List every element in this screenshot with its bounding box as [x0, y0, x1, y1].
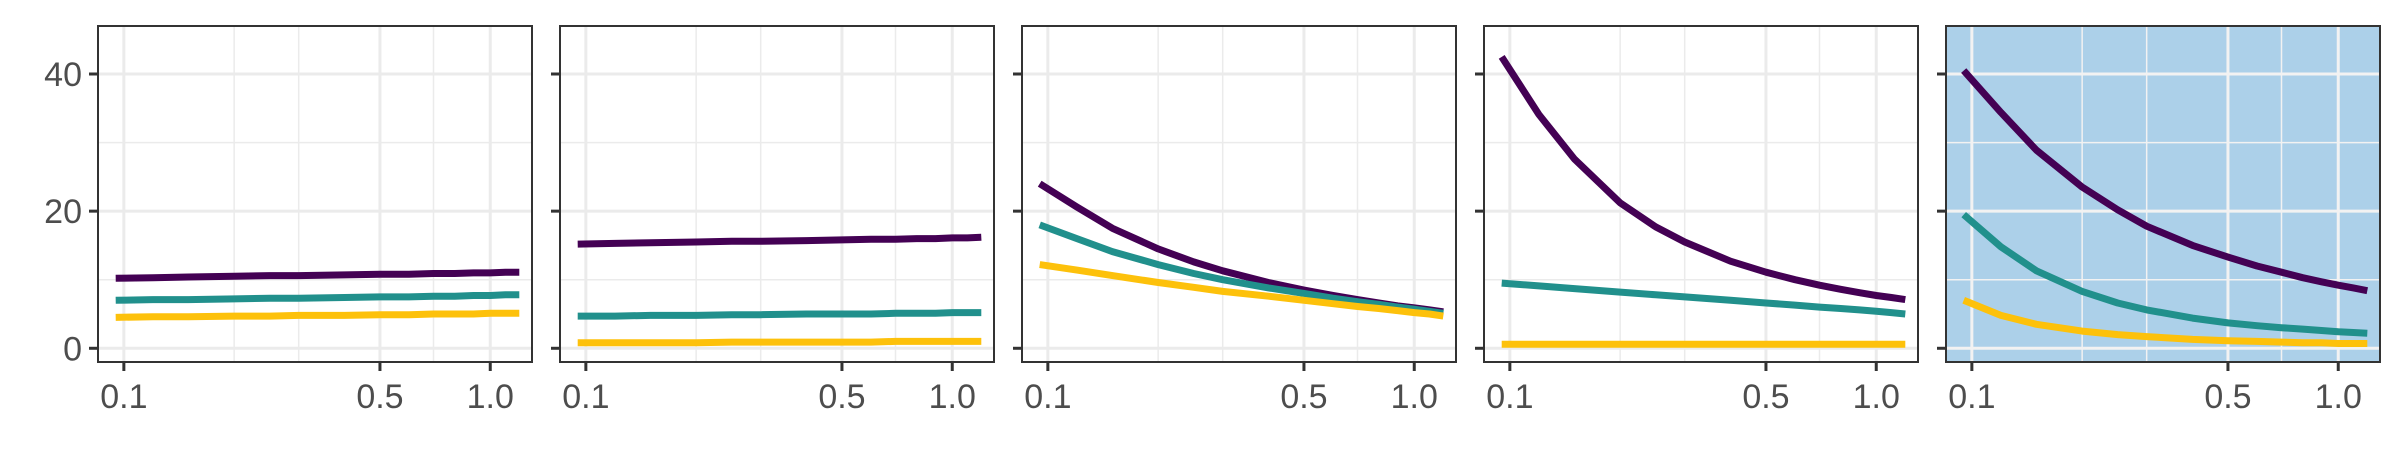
series-line-1: [1498, 55, 1906, 304]
panel-background: [1946, 26, 2380, 362]
panel-border: [1483, 25, 1919, 363]
x-tick-label: 0.1: [1024, 378, 1071, 416]
x-tick-label: 0.5: [1742, 378, 1789, 416]
x-tick-label: 0.1: [562, 378, 609, 416]
series-line-1: [115, 268, 520, 282]
panel-border: [1945, 25, 2381, 363]
panel-4: [1483, 25, 1919, 363]
panel-border: [97, 25, 533, 363]
x-tick-label: 1.0: [929, 378, 976, 416]
series-line-1: [577, 233, 982, 248]
panel-border: [1021, 25, 1457, 363]
y-tick-label: 40: [44, 56, 82, 94]
panel-background: [98, 26, 532, 362]
y-tick-label: 20: [44, 193, 82, 231]
series-line-2: [1501, 279, 1906, 318]
x-tick-label: 0.1: [1948, 378, 1995, 416]
x-tick-label: 0.5: [1280, 378, 1327, 416]
y-tick-label: 0: [63, 330, 82, 368]
x-tick-label: 1.0: [2315, 378, 2362, 416]
series-line-2: [577, 309, 982, 320]
series-line-3: [1039, 261, 1444, 320]
x-tick-label: 1.0: [1391, 378, 1438, 416]
series-line-2: [1961, 211, 2368, 337]
x-tick-label: 1.0: [1853, 378, 1900, 416]
panel-1: [97, 25, 533, 363]
panel-2: [559, 25, 995, 363]
x-tick-label: 0.1: [100, 378, 147, 416]
x-tick-label: 1.0: [467, 378, 514, 416]
x-tick-label: 0.5: [2204, 378, 2251, 416]
panel-border: [559, 25, 995, 363]
x-tick-label: 0.5: [356, 378, 403, 416]
series-line-3: [1962, 297, 2368, 347]
series-line-2: [115, 291, 520, 304]
series-line-3: [577, 337, 982, 347]
panel-3: [1021, 25, 1457, 363]
series-line-1: [1961, 68, 2368, 295]
panels: [97, 25, 2381, 363]
panel-5: [1945, 25, 2381, 363]
panel-background: [560, 26, 994, 362]
x-tick-label: 0.1: [1486, 378, 1533, 416]
axes: 0.1 0.5 1.0 0.1 0.5 1.0 0.1 0.5 1.0 0.1 0.5 1.0 0.1 0…: [44, 56, 2362, 416]
series-line-3: [115, 309, 520, 321]
x-tick-label: 0.5: [818, 378, 865, 416]
